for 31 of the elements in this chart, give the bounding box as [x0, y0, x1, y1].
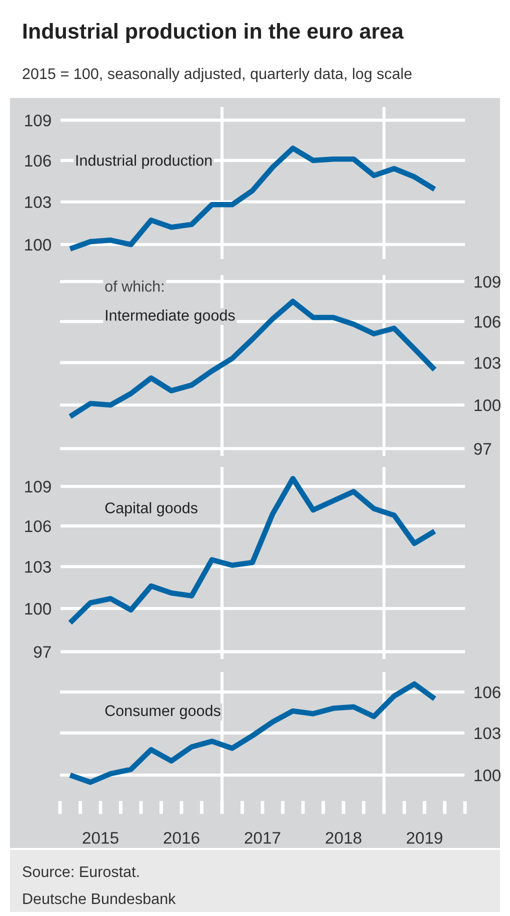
- chart-subtitle: 2015 = 100, seasonally adjusted, quarterly data, log scale: [22, 68, 412, 82]
- annotation: of which:: [105, 280, 164, 292]
- x-tick-label: 2017: [244, 832, 280, 844]
- x-tick-label: 2019: [406, 832, 442, 844]
- x-tick-label: 2018: [326, 832, 362, 844]
- chart-title: Industrial production in the euro area: [23, 22, 404, 44]
- x-tick-label: 2015: [82, 832, 118, 844]
- y-tick-label: 106: [25, 154, 51, 167]
- y-tick-label: 109: [25, 480, 51, 493]
- y2-tick-label: 109: [474, 276, 500, 288]
- text: Capital goods: [105, 502, 198, 516]
- y-tick-label: 100: [25, 602, 52, 615]
- y-tick-label: 109: [25, 114, 51, 126]
- y2-tick-label: 100: [474, 770, 500, 782]
- text: Deutsche Bundesbank: [23, 892, 176, 904]
- y2-tick-label: 103: [474, 357, 500, 369]
- source-note: Source: Eurostat.: [22, 866, 139, 878]
- y2-tick-label: 97: [474, 443, 492, 455]
- series-label: Intermediate goods: [106, 310, 235, 324]
- y2-tick-label: 106: [474, 316, 500, 328]
- y2-tick-label: 103: [474, 727, 500, 740]
- y2-tick-label: 100: [474, 399, 500, 412]
- series-label: Consumer goods: [105, 704, 220, 720]
- text: Industrial production: [76, 154, 212, 169]
- x-tick-label: 2016: [164, 832, 200, 844]
- y-tick-label: 103: [25, 561, 51, 573]
- y-tick-label: 97: [34, 646, 51, 658]
- y2-tick-label: 106: [474, 686, 500, 698]
- y-tick-label: 106: [25, 520, 51, 532]
- y-tick-label: 103: [25, 196, 51, 208]
- y-tick-label: 100: [25, 238, 52, 251]
